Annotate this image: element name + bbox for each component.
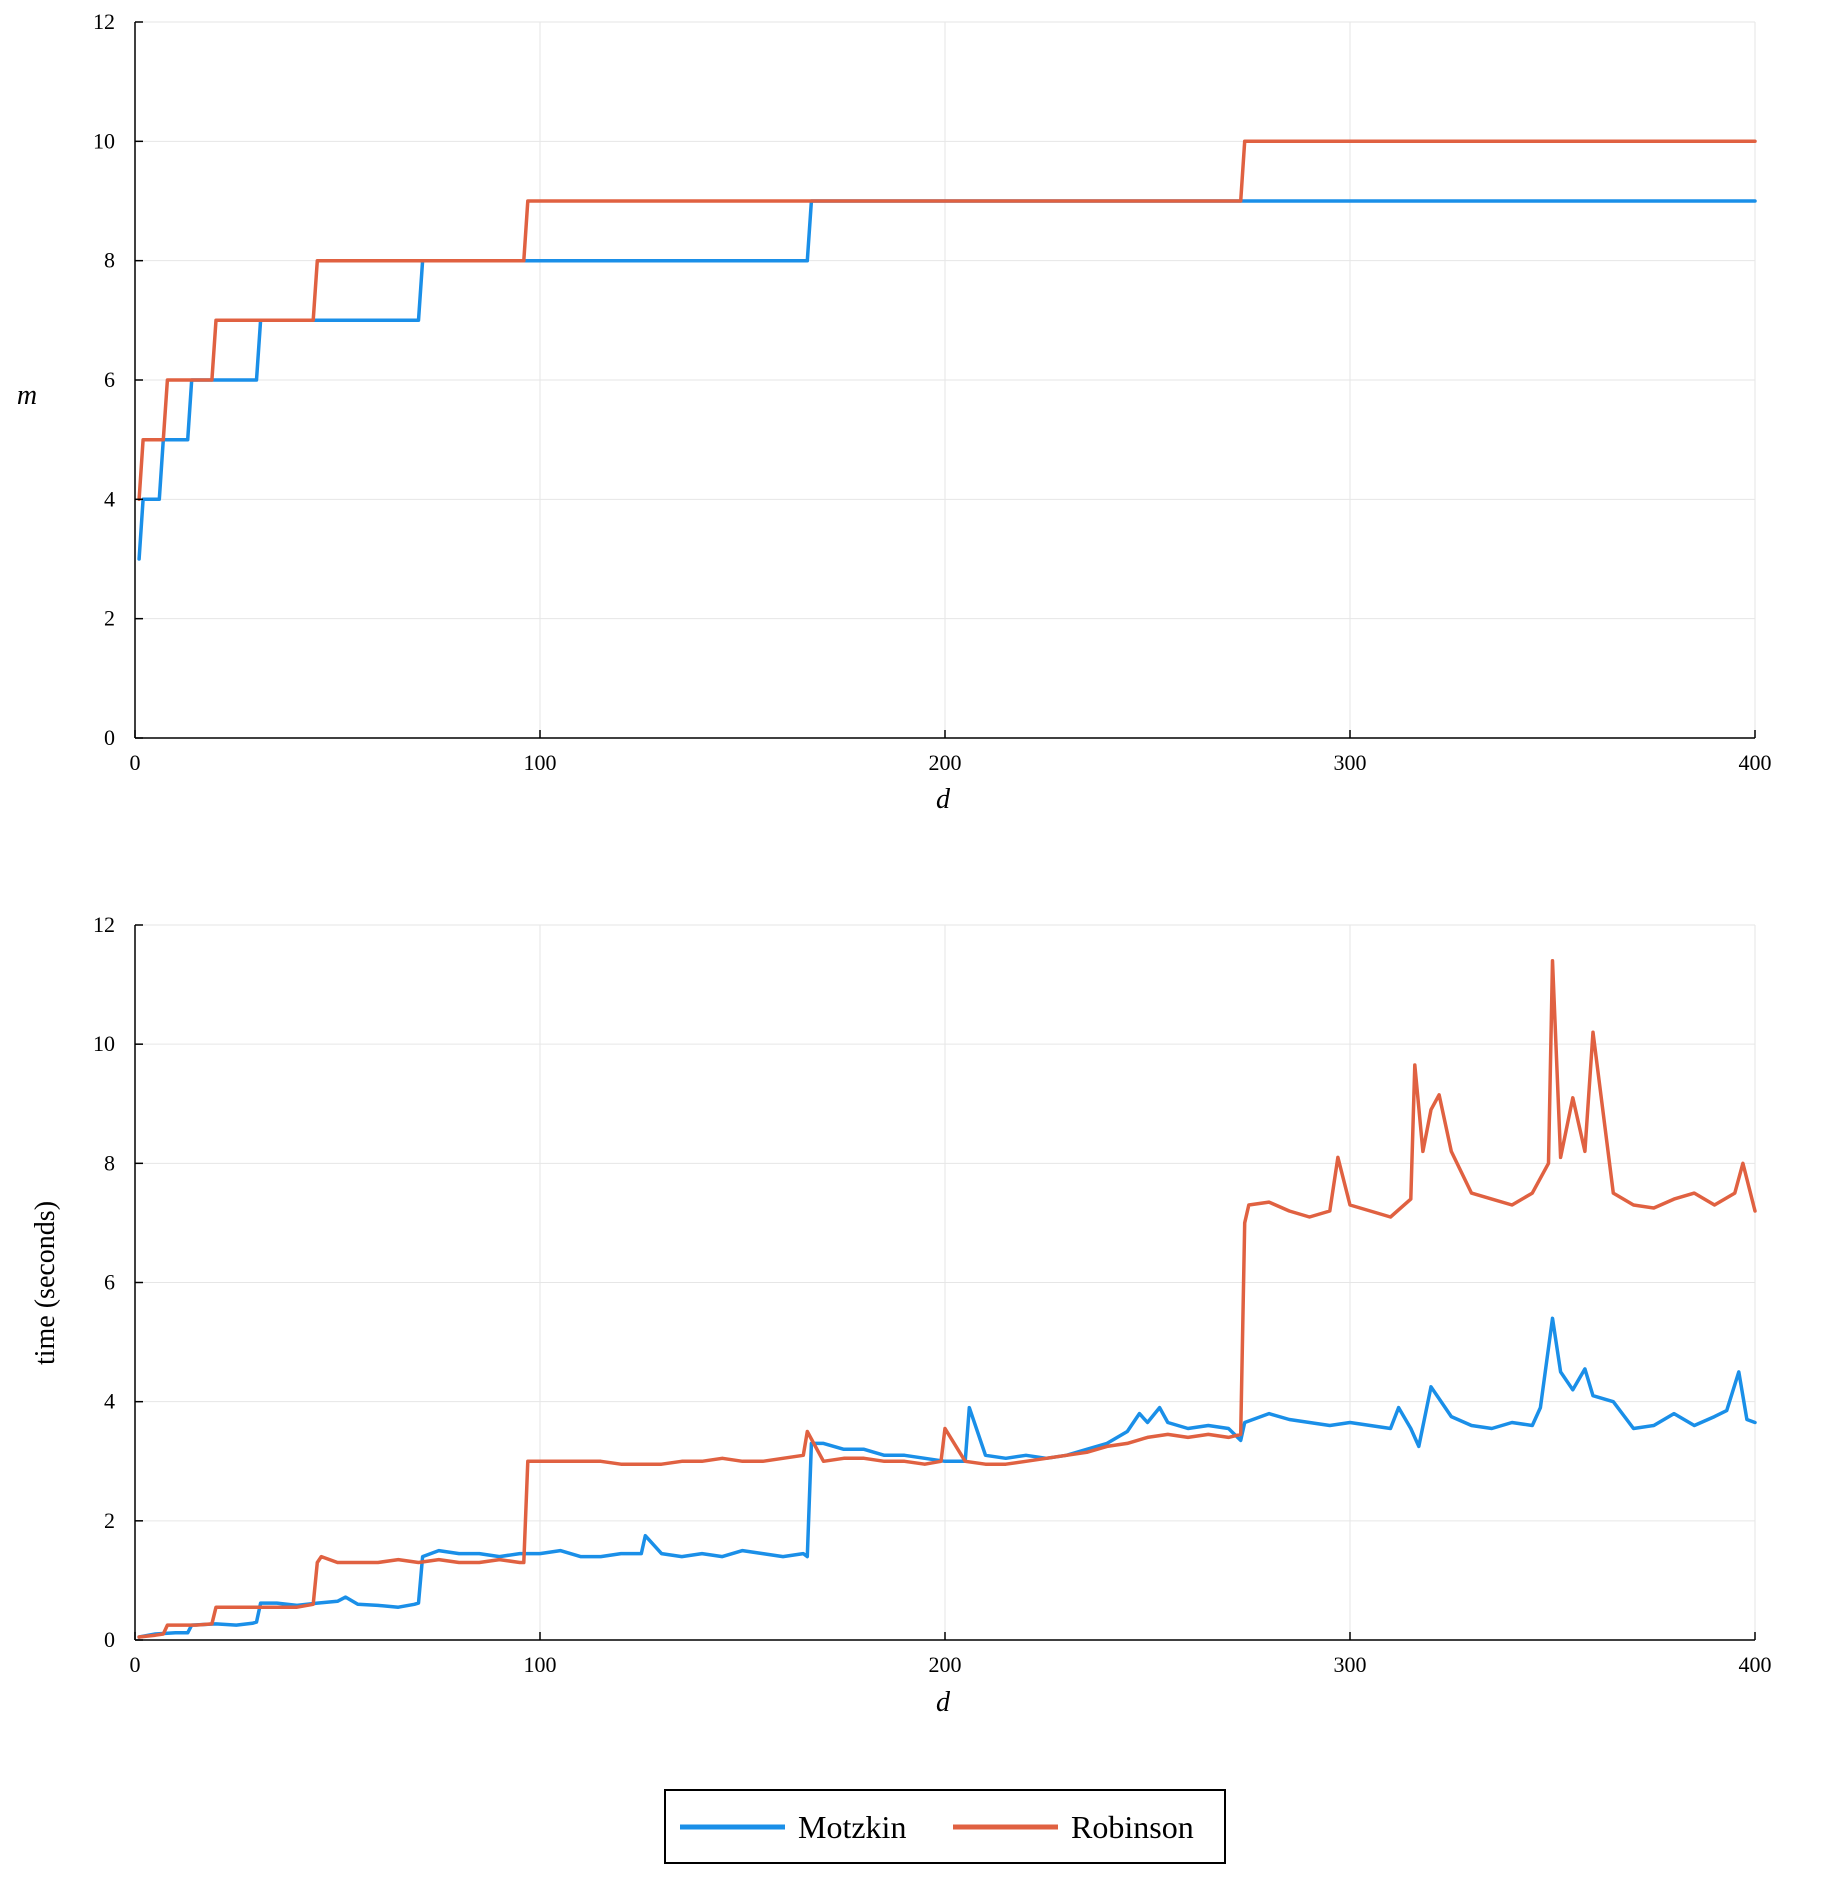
y-tick-label: 12	[93, 9, 115, 34]
series-line-robinson	[137, 139, 1757, 502]
series-lines	[137, 139, 1757, 561]
series-lines	[137, 959, 1757, 1639]
series-line-motzkin	[137, 199, 1757, 561]
x-tick-label: 0	[130, 1652, 141, 1677]
x-tick-label: 200	[929, 750, 962, 775]
y-tick-label: 10	[93, 1031, 115, 1056]
grid-lines	[135, 21, 1756, 738]
chart-panel-m-vs-d: 0 100 200 300 400 0 2 4 6 8 10 12 d m	[17, 9, 1772, 815]
grid-lines	[135, 924, 1756, 1640]
y-tick-label: 8	[104, 1150, 115, 1175]
y-tick-label: 0	[104, 1627, 115, 1652]
y-tick-label: 6	[104, 1270, 115, 1295]
x-tick-label: 100	[524, 1652, 557, 1677]
x-tick-label: 0	[130, 750, 141, 775]
legend: Motzkin Robinson	[664, 1789, 1226, 1864]
y-tick-labels: 0 2 4 6 8 10 12	[93, 912, 115, 1652]
y-tick-label: 0	[104, 725, 115, 750]
x-tick-labels: 0 100 200 300 400	[130, 750, 1772, 775]
y-axis-label: time (seconds)	[30, 1201, 61, 1365]
x-tick-label: 400	[1739, 1652, 1772, 1677]
y-tick-label: 2	[104, 1508, 115, 1533]
y-tick-label: 6	[104, 367, 115, 392]
axes-frame	[134, 924, 1756, 1641]
x-tick-label: 300	[1334, 1652, 1367, 1677]
x-tick-label: 400	[1739, 750, 1772, 775]
x-axis-label: d	[936, 1687, 951, 1718]
x-tick-label: 200	[929, 1652, 962, 1677]
y-tick-label: 8	[104, 248, 115, 273]
y-tick-label: 2	[104, 606, 115, 631]
series-line-robinson	[137, 959, 1757, 1639]
y-tick-label: 4	[104, 1389, 115, 1414]
x-axis-label: d	[936, 784, 951, 815]
chart-panel-time-vs-d: 0 100 200 300 400 0 2 4 6 8 10 12 d time (seconds)	[30, 912, 1772, 1718]
legend-label-robinson: Robinson	[1071, 1809, 1194, 1845]
y-tick-label: 4	[104, 486, 115, 511]
y-tick-label: 10	[93, 128, 115, 153]
x-tick-labels: 0 100 200 300 400	[130, 1652, 1772, 1677]
y-axis-label: m	[17, 380, 37, 411]
legend-label-motzkin: Motzkin	[798, 1809, 906, 1845]
series-line-motzkin	[137, 1316, 1757, 1639]
y-tick-label: 12	[93, 912, 115, 937]
x-tick-label: 100	[524, 750, 557, 775]
axes-frame	[134, 21, 1756, 739]
x-tick-label: 300	[1334, 750, 1367, 775]
y-tick-labels: 0 2 4 6 8 10 12	[93, 9, 115, 750]
